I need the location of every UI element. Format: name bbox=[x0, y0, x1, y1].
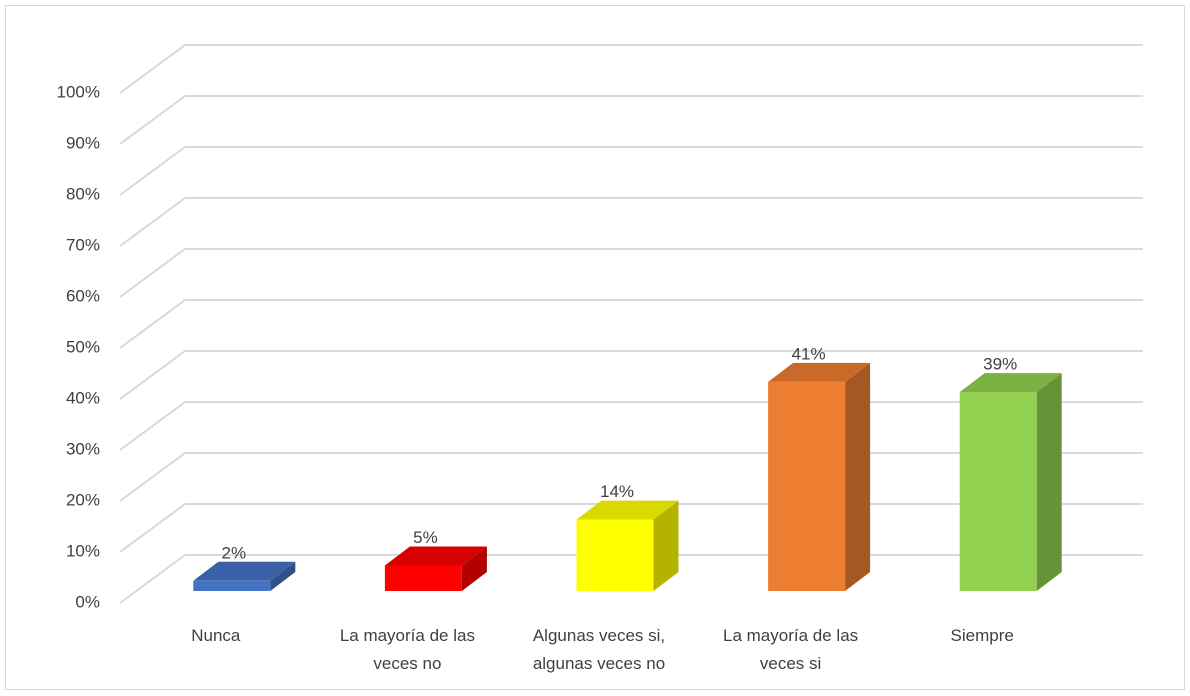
y-tick-label: 20% bbox=[66, 490, 100, 509]
value-label: 14% bbox=[600, 482, 634, 501]
bar-top bbox=[384, 546, 487, 566]
grid-line bbox=[119, 350, 186, 400]
grid-line bbox=[119, 299, 186, 349]
bar-side bbox=[845, 362, 871, 591]
value-label: 41% bbox=[792, 344, 826, 363]
grid-line bbox=[119, 401, 186, 451]
bar-side bbox=[270, 561, 296, 591]
bar-top bbox=[768, 362, 871, 382]
bar-side bbox=[1036, 373, 1062, 591]
grid-line bbox=[119, 95, 186, 145]
value-label: 2% bbox=[222, 543, 247, 562]
y-tick-label: 80% bbox=[66, 184, 100, 203]
y-tick-label: 90% bbox=[66, 133, 100, 152]
bar bbox=[193, 580, 271, 591]
value-label: 39% bbox=[983, 355, 1017, 374]
bar-top bbox=[193, 561, 296, 581]
bar bbox=[576, 519, 654, 591]
x-tick-label: Siempre bbox=[950, 626, 1014, 645]
bar bbox=[959, 392, 1037, 591]
y-tick-label: 40% bbox=[66, 388, 100, 407]
y-tick-label: 100% bbox=[57, 82, 100, 101]
x-tick-label: La mayoría de las veces no bbox=[339, 626, 475, 673]
value-label: 5% bbox=[413, 528, 438, 547]
y-tick-label: 50% bbox=[66, 337, 100, 356]
grid-line bbox=[119, 248, 186, 298]
x-tick-label: Algunas veces si, algunas veces no bbox=[532, 626, 666, 673]
y-tick-label: 70% bbox=[66, 235, 100, 254]
grid-line bbox=[119, 44, 186, 94]
bar-side bbox=[461, 546, 487, 591]
grid-line bbox=[119, 197, 186, 247]
bar bbox=[384, 565, 462, 591]
y-tick-label: 60% bbox=[66, 286, 100, 305]
x-tick-label: La mayoría de las veces si bbox=[723, 626, 859, 673]
grid-line bbox=[119, 554, 186, 604]
grid-line bbox=[119, 146, 186, 196]
bar-side bbox=[653, 500, 679, 591]
grid-line bbox=[119, 452, 186, 502]
bar-top bbox=[576, 500, 679, 520]
y-tick-label: 30% bbox=[66, 439, 100, 458]
y-tick-label: 0% bbox=[75, 592, 100, 611]
grid-line bbox=[119, 503, 186, 553]
bar-top bbox=[959, 373, 1062, 393]
x-tick-label: Nunca bbox=[191, 626, 241, 645]
bar bbox=[768, 381, 846, 591]
y-tick-label: 10% bbox=[66, 541, 100, 560]
